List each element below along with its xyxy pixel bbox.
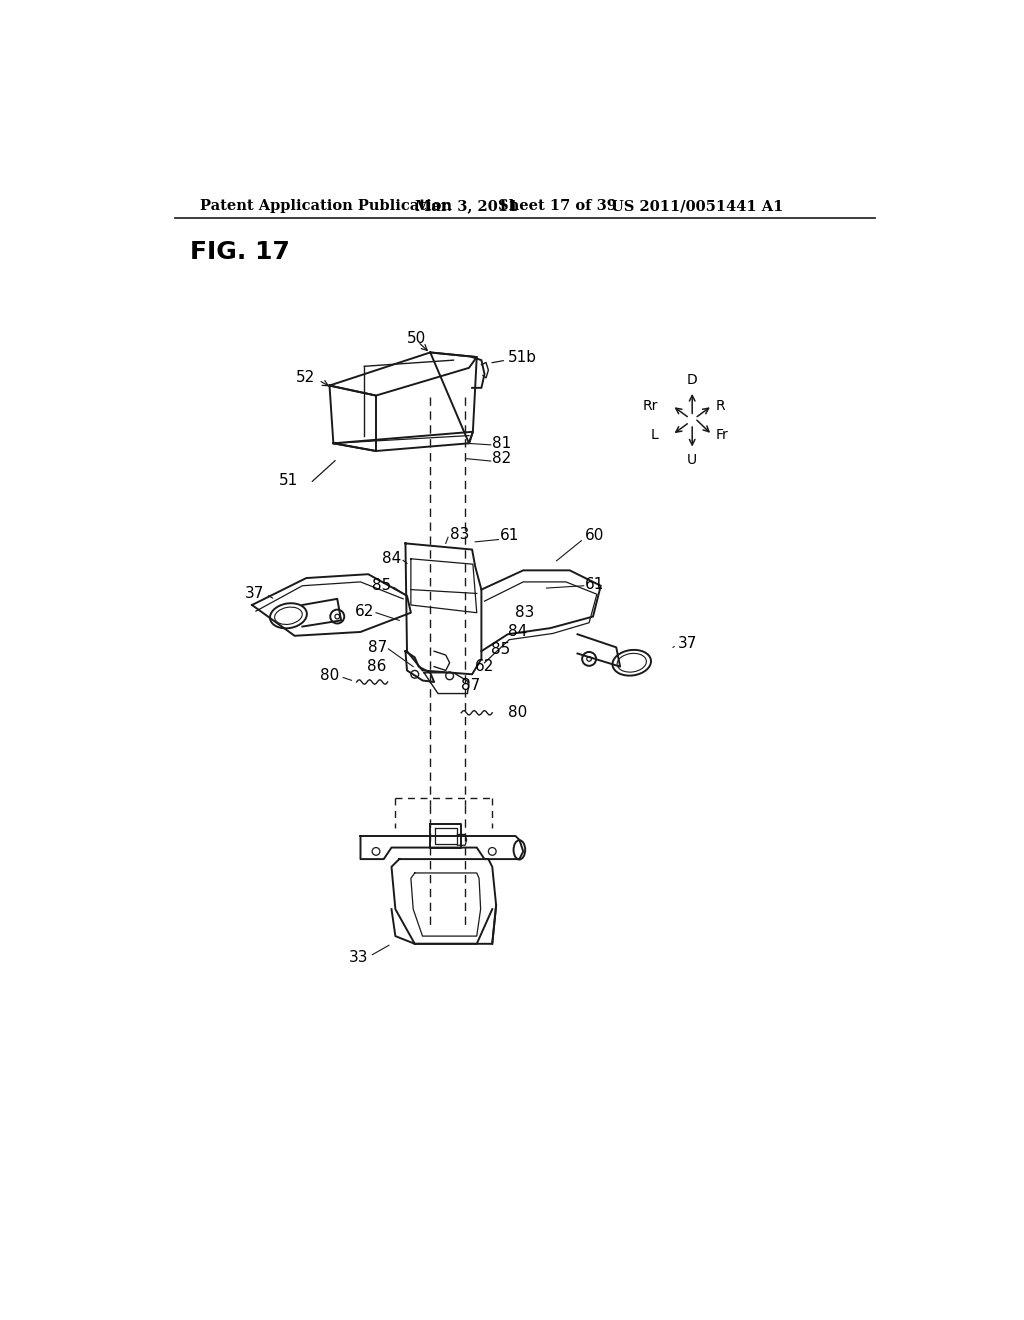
Text: 61: 61: [500, 528, 519, 544]
Text: US 2011/0051441 A1: US 2011/0051441 A1: [611, 199, 783, 213]
Text: 87: 87: [368, 640, 387, 655]
Text: Rr: Rr: [643, 399, 658, 413]
Text: 80: 80: [319, 668, 339, 682]
Text: U: U: [687, 453, 697, 467]
Text: FIG. 17: FIG. 17: [190, 240, 290, 264]
Text: 84: 84: [508, 623, 527, 639]
Text: Sheet 17 of 39: Sheet 17 of 39: [498, 199, 616, 213]
Text: 85: 85: [490, 642, 510, 657]
Text: 87: 87: [461, 678, 480, 693]
Text: 83: 83: [515, 605, 535, 620]
Text: 83: 83: [450, 527, 469, 541]
Text: 51: 51: [279, 473, 298, 488]
Text: 82: 82: [493, 451, 512, 466]
Text: 62: 62: [355, 603, 375, 619]
Text: 37: 37: [245, 586, 264, 601]
Text: L: L: [650, 428, 658, 442]
Text: 52: 52: [296, 371, 315, 385]
Text: 80: 80: [508, 705, 527, 721]
Text: 33: 33: [349, 950, 369, 965]
Text: 85: 85: [373, 578, 391, 593]
Text: 61: 61: [586, 577, 604, 591]
Text: 84: 84: [382, 552, 400, 566]
Text: Fr: Fr: [716, 428, 728, 442]
Text: 62: 62: [475, 659, 495, 675]
Text: R: R: [716, 399, 725, 413]
Text: 86: 86: [367, 659, 386, 675]
Text: Patent Application Publication: Patent Application Publication: [200, 199, 452, 213]
Text: 37: 37: [678, 636, 697, 651]
Text: D: D: [687, 374, 697, 387]
Text: 81: 81: [493, 436, 512, 451]
Text: Mar. 3, 2011: Mar. 3, 2011: [415, 199, 518, 213]
Text: 51b: 51b: [508, 350, 537, 364]
Text: 50: 50: [407, 331, 426, 346]
Text: 60: 60: [586, 528, 604, 544]
